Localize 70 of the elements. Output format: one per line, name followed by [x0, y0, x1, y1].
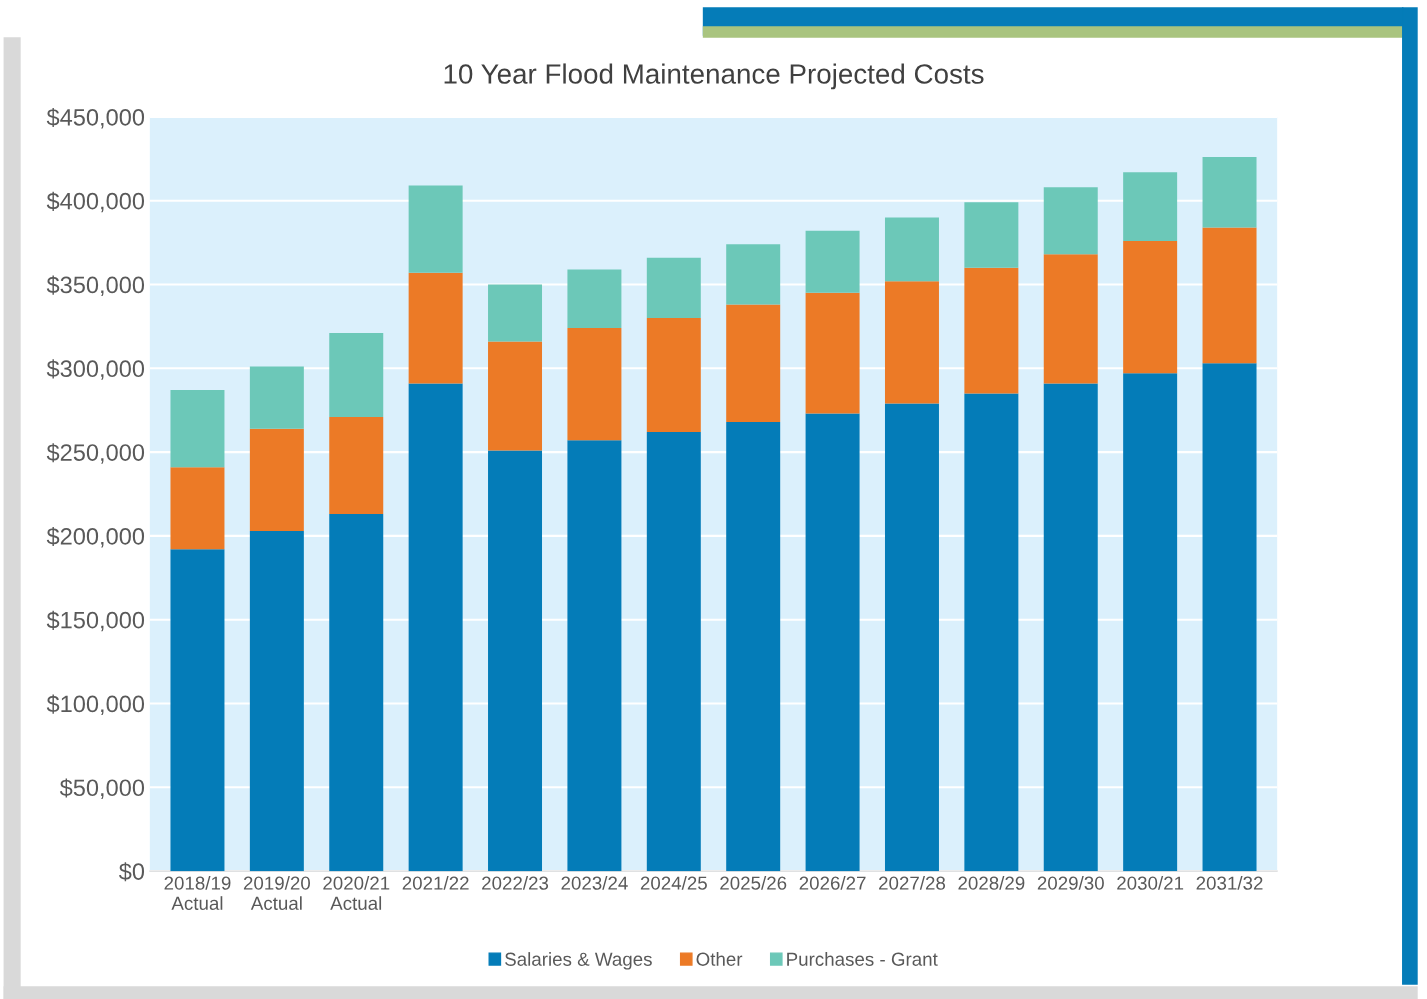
x-tick-label: 2018/19 Actual — [164, 875, 231, 910]
x-tick-label: 2026/27 — [799, 875, 866, 890]
bar — [884, 281, 939, 404]
bar — [170, 390, 225, 468]
bar — [726, 304, 781, 422]
y-tick-label: $200,000 — [46, 526, 145, 548]
bar — [567, 269, 622, 329]
bar — [805, 292, 860, 414]
x-tick-label: 2022/23 — [482, 875, 549, 890]
bar — [249, 366, 304, 429]
x-tick-label: 2019/20 Actual — [243, 875, 311, 910]
bar — [408, 272, 463, 384]
legend-label: Salaries & Wages — [505, 952, 652, 970]
y-tick-label: $150,000 — [46, 610, 145, 632]
bar — [646, 257, 701, 319]
y-tick-label: $400,000 — [46, 191, 145, 213]
bar — [1043, 187, 1098, 255]
bar — [964, 267, 1019, 394]
x-tick-label: 2023/24 — [561, 875, 628, 890]
bar — [884, 403, 939, 872]
bar — [170, 467, 225, 550]
x-tick-label: 2020/21 Actual — [323, 875, 390, 910]
x-tick-label: 2027/28 — [879, 875, 946, 890]
legend-label: Other — [696, 952, 743, 966]
x-tick-label: 2031/32 — [1196, 875, 1263, 890]
bar — [567, 440, 622, 872]
bar — [646, 431, 701, 872]
bar — [884, 217, 939, 282]
y-tick-label: $100,000 — [46, 694, 145, 716]
legend-label: Purchases - Grant — [787, 952, 938, 966]
bar — [805, 413, 860, 872]
x-tick-label: 2024/25 — [640, 875, 707, 890]
y-tick-label: $250,000 — [46, 443, 145, 464]
bar — [1043, 254, 1098, 384]
x-tick-label: 2021/22 — [402, 875, 469, 890]
y-tick-label: $300,000 — [46, 359, 145, 380]
bar — [488, 341, 543, 451]
bar — [726, 421, 781, 872]
y-tick-label: $0 — [118, 862, 145, 882]
bar — [964, 393, 1019, 872]
bar — [488, 450, 543, 872]
bar — [1202, 227, 1257, 364]
y-tick-label: $50,000 — [59, 778, 145, 799]
x-tick-label: 2029/30 — [1037, 875, 1104, 890]
bar — [1202, 363, 1257, 872]
bar — [1123, 172, 1178, 241]
bar — [964, 202, 1019, 268]
bar — [1043, 383, 1098, 872]
y-tick-label: $450,000 — [46, 107, 145, 129]
bar — [408, 383, 463, 872]
bar — [249, 428, 304, 531]
chart-title: 10 Year Flood Maintenance Projected Costs — [444, 63, 984, 90]
x-tick-label: 2025/26 — [720, 875, 787, 890]
y-tick-label: $350,000 — [46, 275, 145, 297]
bar — [726, 244, 781, 305]
bar — [249, 530, 304, 872]
bar — [646, 318, 701, 432]
x-tick-label: 2028/29 — [958, 875, 1025, 890]
bar — [488, 284, 543, 342]
bar — [1123, 240, 1178, 374]
bar — [805, 230, 860, 293]
bar — [1123, 373, 1178, 872]
bar — [170, 549, 225, 872]
bar — [329, 514, 384, 872]
bar — [329, 333, 384, 417]
bar — [567, 328, 622, 441]
bar — [408, 185, 463, 273]
x-tick-label: 2030/21 — [1117, 875, 1184, 890]
bar — [1202, 157, 1257, 228]
bar — [329, 416, 384, 515]
